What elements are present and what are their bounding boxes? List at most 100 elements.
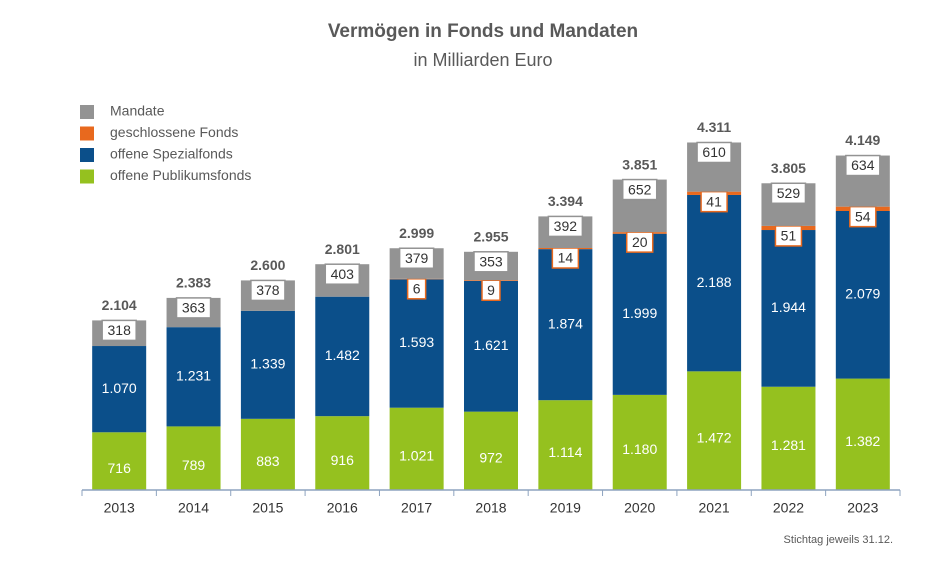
x-tick-label: 2017	[401, 500, 432, 516]
bar-segment	[240, 418, 295, 490]
data-label: 353	[479, 253, 503, 269]
data-label: 2.188	[697, 274, 732, 290]
data-label: 1.472	[697, 429, 732, 445]
legend-swatch	[80, 126, 94, 141]
data-label: 1.593	[399, 334, 434, 350]
total-label: 2.999	[399, 225, 434, 241]
bar-segment	[92, 432, 147, 490]
data-label-box	[845, 154, 881, 177]
x-tick-label: 2021	[699, 500, 730, 516]
data-label: 1.070	[102, 380, 137, 396]
data-label: 1.944	[771, 299, 806, 315]
x-tick-label: 2015	[252, 500, 283, 516]
data-label: 1.482	[325, 347, 360, 363]
data-label: 1.621	[473, 337, 508, 353]
data-label: 916	[331, 452, 355, 468]
data-label-box	[770, 182, 807, 205]
x-tick-label: 2014	[178, 500, 209, 516]
bar-segment	[389, 279, 444, 408]
footnote: Stichtag jeweils 31.12.	[784, 534, 893, 546]
data-label-box	[324, 263, 361, 285]
data-label: 379	[405, 250, 429, 266]
data-label-box	[621, 178, 658, 201]
x-tick-label: 2019	[550, 500, 581, 516]
data-label-box	[547, 215, 584, 238]
data-label: 1.999	[622, 305, 657, 321]
total-label: 2.600	[250, 257, 285, 273]
bar-segment	[166, 426, 221, 490]
data-label: 634	[851, 157, 875, 173]
bar-segment	[761, 230, 816, 387]
bar-segment	[315, 296, 370, 417]
chart-subtitle: in Milliarden Euro	[413, 50, 552, 70]
data-label: 972	[479, 450, 503, 466]
total-label: 4.311	[697, 119, 731, 135]
total-label: 3.394	[548, 193, 583, 209]
data-label: 51	[781, 228, 797, 244]
data-label: 1.021	[399, 448, 434, 464]
data-label: 392	[554, 218, 578, 234]
data-label-box	[696, 141, 732, 164]
bar-segment	[92, 346, 147, 433]
legend-label: offene Spezialfonds	[110, 146, 233, 162]
total-label: 2.383	[176, 275, 211, 291]
data-label-box	[175, 297, 212, 319]
bar-segment	[687, 194, 742, 372]
data-label: 20	[632, 234, 648, 250]
bar-segment	[389, 407, 444, 490]
legend-label: Mandate	[110, 103, 165, 119]
data-label: 54	[855, 208, 871, 224]
total-label: 4.149	[845, 132, 880, 148]
bar-segment	[464, 411, 518, 490]
x-tick-label: 2018	[475, 500, 506, 516]
bar-segment	[612, 394, 667, 490]
x-tick-label: 2020	[624, 500, 655, 516]
data-label: 1.382	[845, 433, 880, 449]
x-tick-label: 2023	[847, 500, 878, 516]
data-label: 378	[256, 282, 280, 298]
data-label: 1.180	[622, 441, 657, 457]
bar-segment	[538, 400, 593, 490]
total-label: 3.851	[622, 156, 657, 172]
legend-label: geschlossene Fonds	[110, 124, 238, 140]
data-label-box	[250, 279, 286, 302]
data-label: 1.874	[548, 315, 583, 331]
chart-title: Vermögen in Fonds und Mandaten	[328, 21, 638, 42]
data-label-box	[849, 205, 877, 228]
data-label: 403	[331, 266, 355, 282]
total-label: 3.805	[771, 160, 806, 176]
data-label: 363	[182, 300, 206, 316]
legend-swatch	[80, 105, 94, 119]
data-label: 716	[108, 460, 132, 476]
bar-segment	[166, 327, 221, 427]
data-label: 41	[706, 193, 722, 209]
data-label: 1.281	[771, 437, 806, 453]
data-label: 9	[487, 282, 495, 298]
x-tick-label: 2022	[773, 500, 804, 516]
x-tick-label: 2016	[327, 500, 358, 516]
data-label: 529	[777, 185, 801, 201]
bar-segment	[240, 310, 295, 419]
data-label-box	[101, 319, 137, 342]
bar-segment	[538, 249, 593, 401]
data-label: 1.231	[176, 367, 211, 383]
data-label: 318	[108, 322, 132, 338]
data-label: 610	[702, 144, 726, 160]
legend-label: offene Publikumsfonds	[110, 167, 251, 183]
data-label: 14	[558, 250, 574, 266]
data-label: 6	[413, 280, 421, 296]
data-label: 2.079	[845, 286, 880, 302]
total-label: 2.955	[473, 228, 508, 244]
bar-segment	[687, 371, 742, 490]
data-label: 652	[628, 181, 652, 197]
legend-swatch	[80, 148, 94, 162]
data-label: 883	[256, 453, 280, 469]
total-label: 2.104	[102, 297, 137, 313]
bar-segment	[464, 280, 518, 412]
total-label: 2.801	[325, 241, 360, 257]
data-label-box	[774, 225, 803, 247]
bar-segment	[612, 233, 667, 395]
bar-segment	[315, 416, 370, 490]
bar-segment	[835, 211, 890, 379]
